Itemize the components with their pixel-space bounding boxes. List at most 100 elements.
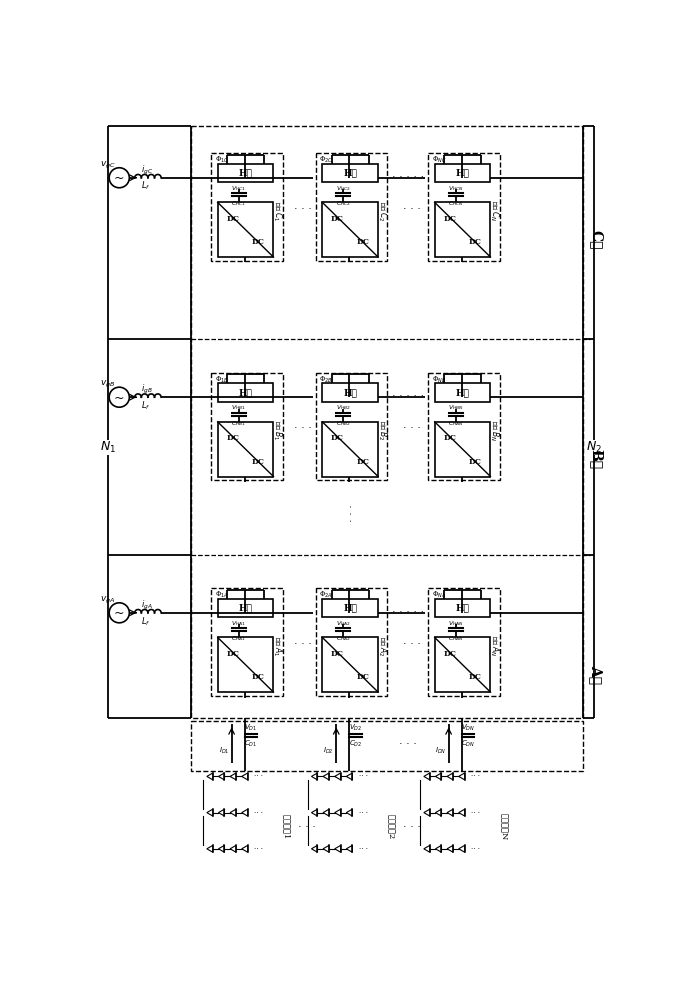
Text: H桥: H桥: [239, 604, 252, 613]
Text: ·· ·: ·· ·: [254, 810, 263, 816]
Text: H桥: H桥: [344, 169, 357, 178]
Text: $C_{D2}$: $C_{D2}$: [349, 739, 362, 749]
Bar: [191, 126, 583, 718]
Bar: [435, 637, 491, 692]
Text: $i_{gA}$: $i_{gA}$: [141, 599, 153, 612]
Text: · · ·: · · ·: [403, 639, 421, 649]
Text: $C_{HB2}$: $C_{HB2}$: [335, 419, 351, 428]
Text: $V_{HB2}$: $V_{HB2}$: [335, 404, 350, 412]
Bar: [322, 202, 378, 257]
Text: · · ·: · · ·: [294, 204, 313, 214]
Bar: [211, 588, 283, 696]
Text: ·· ·: ·· ·: [358, 846, 368, 852]
Text: DC: DC: [252, 238, 265, 246]
Text: $C_{D1}$: $C_{D1}$: [244, 739, 258, 749]
Text: H桥: H桥: [344, 604, 357, 613]
Bar: [322, 637, 378, 692]
Text: · · ·: · · ·: [298, 822, 316, 832]
Text: 模块 $C_1$: 模块 $C_1$: [271, 201, 284, 221]
Text: $C_{HA1}$: $C_{HA1}$: [231, 635, 246, 643]
Text: C相: C相: [589, 230, 603, 249]
Bar: [322, 164, 378, 182]
Text: $v_{gB}$: $v_{gB}$: [100, 379, 115, 390]
Bar: [211, 373, 283, 480]
Bar: [435, 164, 491, 182]
Text: $I_{DN}$: $I_{DN}$: [435, 746, 447, 756]
Text: 模块 $B_N$: 模块 $B_N$: [488, 420, 501, 441]
Bar: [211, 153, 283, 261]
Bar: [217, 637, 273, 692]
Text: DC: DC: [443, 215, 456, 223]
Bar: [435, 599, 491, 617]
Text: $\Phi_{1A}$: $\Phi_{1A}$: [215, 590, 228, 600]
Text: $C_{HAN}$: $C_{HAN}$: [448, 419, 464, 428]
Text: DC: DC: [226, 650, 239, 658]
Text: H桥: H桥: [344, 388, 357, 397]
Text: $V_{D1}$: $V_{D1}$: [244, 723, 258, 733]
Text: $N_2$: $N_2$: [587, 440, 602, 455]
Text: DC: DC: [469, 673, 482, 681]
Text: $C_{HB1}$: $C_{HB1}$: [231, 419, 246, 428]
Text: ·· ·: ·· ·: [358, 810, 368, 816]
Bar: [429, 153, 500, 261]
Text: $L_f$: $L_f$: [141, 399, 151, 412]
Bar: [217, 599, 273, 617]
Text: DC: DC: [226, 434, 239, 442]
Bar: [217, 164, 273, 182]
Bar: [435, 383, 491, 402]
Text: $L_f$: $L_f$: [141, 615, 151, 628]
Bar: [316, 373, 387, 480]
Text: $V_{HBN}$: $V_{HBN}$: [448, 404, 464, 412]
Text: $V_{HB1}$: $V_{HB1}$: [231, 404, 246, 412]
Bar: [316, 588, 387, 696]
Text: $\Phi_{NC}$: $\Phi_{NC}$: [431, 155, 446, 165]
Text: ~: ~: [114, 391, 124, 404]
Text: ~: ~: [114, 172, 124, 185]
Bar: [217, 383, 273, 402]
Text: $C_{HC2}$: $C_{HC2}$: [335, 199, 351, 208]
Text: $\Phi_{2C}$: $\Phi_{2C}$: [319, 155, 333, 165]
Bar: [429, 373, 500, 480]
Text: 模块 $B_2$: 模块 $B_2$: [376, 420, 388, 441]
Text: DC: DC: [331, 650, 344, 658]
Text: $\Phi_{NB}$: $\Phi_{NB}$: [431, 374, 446, 385]
Text: $V_{HAN}$: $V_{HAN}$: [448, 619, 464, 628]
Text: DC: DC: [331, 215, 344, 223]
Text: DC: DC: [356, 238, 369, 246]
Text: DC: DC: [356, 458, 369, 466]
Text: · · ·: · · ·: [403, 423, 421, 433]
Text: DC: DC: [469, 458, 482, 466]
Text: ·· ·: ·· ·: [471, 846, 480, 852]
Text: $\Phi_{1B}$: $\Phi_{1B}$: [215, 374, 228, 385]
Text: $C_{HC1}$: $C_{HC1}$: [231, 199, 246, 208]
Text: 模块 $C_N$: 模块 $C_N$: [488, 200, 501, 222]
Text: $V_{D2}$: $V_{D2}$: [349, 723, 362, 733]
Text: DC: DC: [443, 434, 456, 442]
Text: ·· ·: ·· ·: [471, 773, 480, 779]
Text: DC: DC: [356, 673, 369, 681]
Text: $C_{HA2}$: $C_{HA2}$: [335, 635, 351, 643]
Text: ·· ·: ·· ·: [358, 773, 368, 779]
Text: · · · · ·: · · · · ·: [392, 607, 424, 617]
Bar: [322, 383, 378, 402]
Bar: [322, 422, 378, 477]
Text: $V_{HCN}$: $V_{HCN}$: [448, 184, 464, 193]
Text: · · ·: · · ·: [403, 204, 421, 214]
Text: DC: DC: [443, 650, 456, 658]
Text: 模块 $C_2$: 模块 $C_2$: [376, 201, 388, 221]
Text: $V_{HA2}$: $V_{HA2}$: [335, 619, 350, 628]
Bar: [435, 422, 491, 477]
Text: B相: B相: [589, 449, 603, 469]
Bar: [429, 588, 500, 696]
Text: DC: DC: [252, 458, 265, 466]
Text: $I_{D2}$: $I_{D2}$: [323, 746, 333, 756]
Text: ·· ·: ·· ·: [254, 846, 263, 852]
Text: 光伏阵列1: 光伏阵列1: [282, 814, 290, 840]
Text: $C_{HCN}$: $C_{HCN}$: [448, 199, 464, 208]
Bar: [217, 422, 273, 477]
Text: $C_{DN}$: $C_{DN}$: [461, 739, 475, 749]
Text: $\Phi_{NA}$: $\Phi_{NA}$: [431, 590, 446, 600]
Text: 模块 $B_1$: 模块 $B_1$: [271, 420, 284, 441]
Text: ·· ·: ·· ·: [254, 773, 263, 779]
Text: · · ·: · · ·: [294, 423, 313, 433]
